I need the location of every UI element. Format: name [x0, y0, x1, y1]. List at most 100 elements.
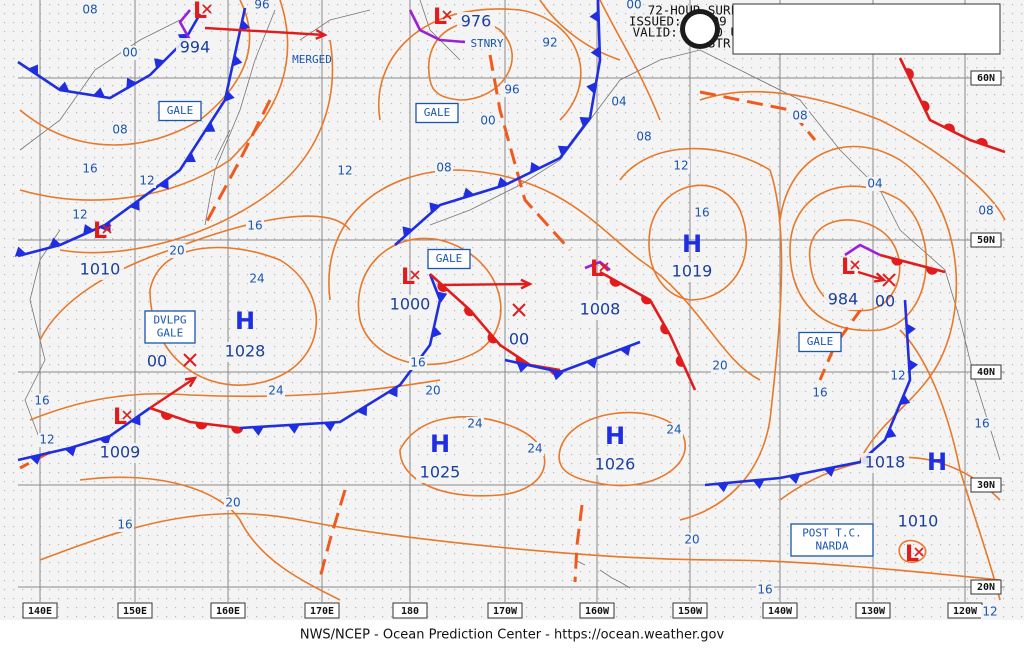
tag-box	[427, 248, 471, 270]
isobar-label-gap	[33, 394, 51, 408]
tag-text: GALE	[424, 106, 451, 119]
lat-label: 60N	[977, 73, 995, 84]
front-triangle	[323, 422, 336, 432]
front-semicircle	[660, 323, 670, 335]
front-triangle	[429, 202, 440, 214]
isobar-label: 24	[527, 442, 542, 456]
tag-box	[415, 102, 459, 124]
front-triangle	[29, 454, 42, 465]
lon-label: 120W	[953, 606, 978, 617]
isobar-label-gap	[253, 0, 271, 12]
central-pressure: 1018	[865, 453, 906, 472]
isobar-label: 16	[812, 386, 827, 400]
front-semicircle	[675, 355, 685, 367]
occluded-front	[844, 243, 881, 257]
high-symbol: H	[430, 430, 450, 458]
front-triangle	[224, 90, 235, 102]
isobar-label-gap	[111, 123, 129, 137]
isobar-label-gap	[336, 164, 354, 178]
pressure-box	[894, 512, 942, 532]
high-symbol: H	[927, 448, 947, 476]
front-triangle	[49, 237, 62, 248]
lat-label-box	[970, 70, 1002, 86]
front-semicircle	[905, 68, 914, 80]
isobar-label-gap	[683, 533, 701, 547]
isobar-label: 08	[112, 123, 127, 137]
isobar-label-gap	[138, 174, 156, 188]
tag-text: GALE	[436, 252, 463, 265]
front-triangle	[232, 54, 243, 67]
isobar-label: 04	[867, 177, 882, 191]
central-pressure: 984	[828, 290, 859, 309]
central-pressure: 1010	[80, 260, 121, 279]
pressure-box	[96, 443, 144, 463]
tag-box	[144, 310, 196, 344]
central-pressure: 1000	[390, 295, 431, 314]
isobar-label-gap	[116, 518, 134, 532]
isobar-label-gap	[424, 384, 442, 398]
front-triangle	[64, 446, 77, 457]
lon-label: 170E	[310, 606, 334, 617]
forecast-position-x	[512, 303, 526, 317]
isobar-label: 12	[139, 174, 154, 188]
lon-label-box	[210, 602, 246, 619]
front-triangle	[462, 187, 475, 199]
isobar-label: 24	[666, 423, 681, 437]
forecast-position-label: 00	[147, 352, 167, 371]
isobar-label-gap	[466, 417, 484, 431]
front-triangle	[402, 226, 413, 238]
cold-front	[394, 0, 602, 246]
isobar-label: 08	[792, 109, 807, 123]
isobar-label: 12	[39, 433, 54, 447]
front-semicircle	[609, 277, 621, 287]
front-triangle	[356, 405, 368, 417]
lon-label: 160E	[216, 606, 240, 617]
isobar-label-gap	[479, 114, 497, 128]
central-pressure: 1019	[672, 262, 713, 281]
isobars	[19, 0, 1006, 601]
track-arrow	[204, 26, 326, 37]
front-triangle	[906, 323, 916, 336]
front-semicircle	[464, 305, 475, 317]
isobar-label: 16	[34, 394, 49, 408]
track-arrows	[149, 26, 896, 409]
front-triangle	[619, 345, 631, 356]
isobar-label: 20	[225, 496, 240, 510]
front-triangle	[586, 82, 597, 94]
pressure-box	[668, 262, 716, 282]
isobar-label-gap	[248, 272, 266, 286]
occluded-front	[584, 260, 611, 272]
lon-label: 150E	[123, 606, 147, 617]
track-arrowhead	[873, 272, 887, 283]
lat-label-box	[970, 579, 1002, 595]
isobar-label: 12	[337, 164, 352, 178]
tag-text: GALE	[807, 335, 834, 348]
front-triangle	[823, 466, 836, 477]
front-triangle	[436, 291, 448, 303]
isobar-label-gap	[889, 369, 907, 383]
front-triangle	[93, 87, 105, 98]
isobar-label-gap	[635, 130, 653, 144]
front-triangle	[516, 362, 529, 373]
pressure-box	[861, 453, 909, 473]
lon-label-box	[392, 602, 428, 619]
warm-front	[879, 253, 946, 274]
tag-box	[158, 100, 202, 122]
pressure-box	[824, 290, 862, 310]
isobar-label: 16	[410, 356, 425, 370]
isobar-label: 96	[504, 83, 519, 97]
isobar-label-gap	[267, 384, 285, 398]
header-frame	[732, 3, 1001, 55]
agency-logo-inner	[685, 14, 715, 44]
front-semicircle	[976, 138, 988, 146]
lat-label: 40N	[977, 367, 995, 378]
lat-label-box	[970, 232, 1002, 248]
isobar-label: 24	[268, 384, 283, 398]
isobar-label: 20	[169, 244, 184, 258]
front-triangle	[716, 482, 729, 493]
isobar-label-gap	[672, 159, 690, 173]
isobar-label: 96	[254, 0, 269, 12]
isobar-label-gap	[665, 423, 683, 437]
tag-box	[790, 523, 874, 557]
isobar-label: 00	[480, 114, 495, 128]
